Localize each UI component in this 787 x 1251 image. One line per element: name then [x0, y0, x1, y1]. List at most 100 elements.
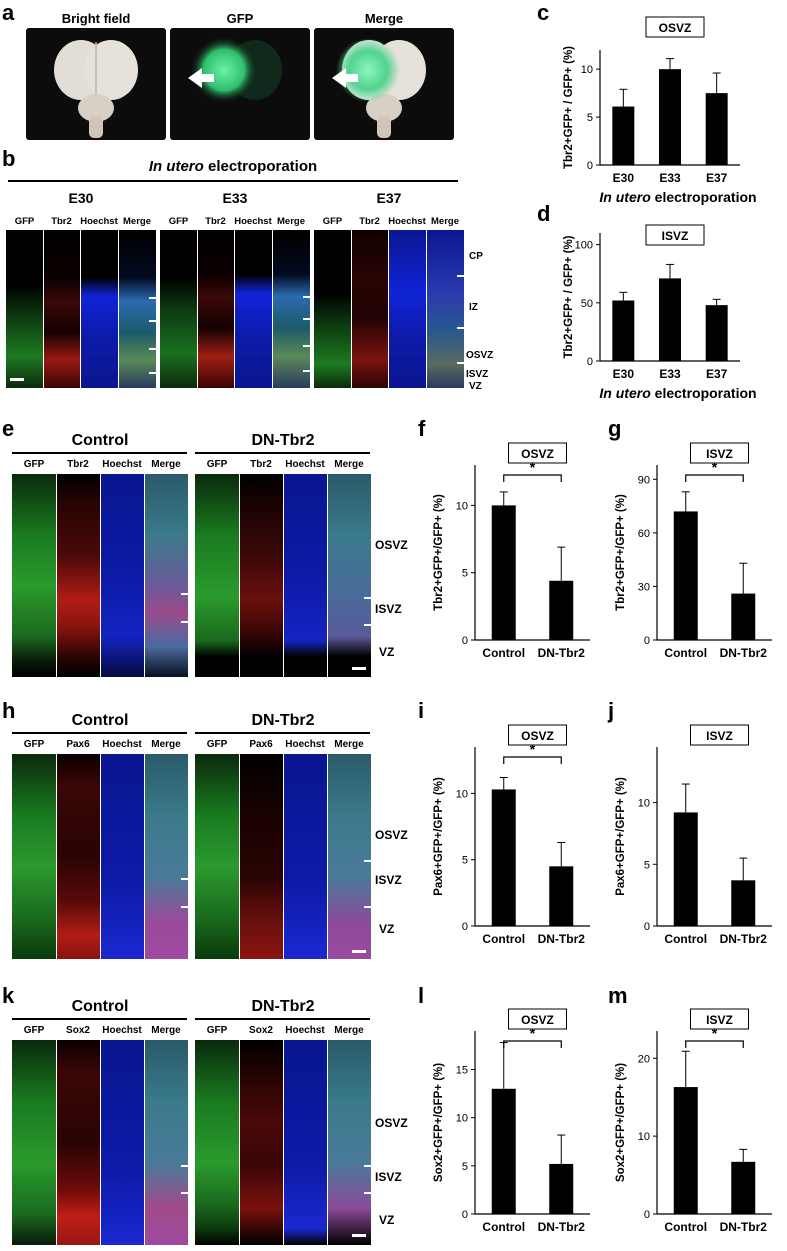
y-tick-label: 30: [638, 581, 650, 593]
y-tick-label: 20: [638, 1053, 650, 1065]
y-tick-label: 10: [456, 500, 468, 512]
h-dn-merge-image: [327, 754, 371, 959]
bar-chart-i: OSVZ 0 5 10 Pax6+GFP+/GFP+ (%) Control DN-Tbr2…: [433, 724, 590, 946]
h-dn-marker: [364, 860, 371, 862]
panel-letter-c: c: [537, 0, 550, 25]
chart-title-box: [508, 1008, 567, 1030]
b-e37-ch-hoechst: Hoechst: [388, 216, 426, 227]
k-zone-vz: VZ: [379, 1213, 395, 1227]
chart-title-box: [508, 442, 567, 464]
panel-b-header: In utero electroporation: [8, 158, 458, 175]
y-tick-label: 0: [462, 635, 468, 647]
x-axis-label: In utero electroporation: [599, 385, 756, 401]
h-control-marker: [181, 878, 188, 880]
b-e30-tbr2-image: [43, 230, 80, 388]
significance-star: *: [712, 1025, 718, 1041]
e-control-tbr2-image: [56, 474, 100, 677]
b-e33-merge-image: [272, 230, 310, 388]
b-e30-ch-gfp: GFP: [14, 216, 35, 227]
h-control-rule: [12, 732, 187, 734]
y-tick-label: 0: [462, 921, 468, 933]
b-e33-tbr2-image: [197, 230, 234, 388]
b-e30-marker: [149, 320, 156, 322]
k-control-rule: [12, 1018, 187, 1020]
chart-title: ISVZ: [662, 229, 689, 243]
b-e37-marker: [457, 275, 464, 277]
bar: [705, 305, 728, 361]
chart-title-box: [690, 1008, 749, 1030]
e-dn-ch-hoechst: Hoechst: [285, 459, 325, 470]
x-tick-label: Control: [482, 646, 525, 660]
y-tick-label: 5: [462, 568, 468, 580]
panel-letter-k: k: [2, 983, 15, 1008]
k-dn-gfp-image: [195, 1040, 239, 1245]
h-control-ch-gfp: GFP: [23, 739, 45, 750]
h-dn-rule: [195, 732, 370, 734]
y-axis-label: Pax6+GFP+/GFP+ (%): [615, 777, 627, 896]
panel-letter-j: j: [608, 698, 615, 723]
bar: [491, 505, 516, 640]
b-zone-iz: IZ: [469, 302, 478, 313]
e-dn-ch-merge: Merge: [334, 459, 364, 470]
chart-title-box: [645, 16, 705, 38]
e-zone-vz: VZ: [379, 645, 395, 659]
y-tick-label: 50: [581, 298, 593, 310]
k-control-ch-gfp: GFP: [23, 1025, 45, 1036]
y-tick-label: 0: [644, 635, 650, 647]
bar-chart-j: ISVZ 0 5 10 Pax6+GFP+/GFP+ (%) Control DN-Tbr2: [615, 724, 772, 946]
b-e37-marker: [457, 327, 464, 329]
k-group-dn-tbr2: DN-Tbr2: [251, 998, 315, 1015]
significance-star: *: [712, 459, 718, 475]
k-control-merge-image: [144, 1040, 188, 1245]
b-scale-bar: [10, 378, 24, 381]
h-zone-osvz: OSVZ: [375, 828, 408, 842]
b-e37-gfp-image: [314, 230, 351, 388]
k-control-gfp-image: [12, 1040, 56, 1245]
e-control-merge-image: [144, 474, 188, 677]
y-tick-label: 10: [638, 1131, 650, 1143]
k-dn-marker: [364, 1165, 371, 1167]
y-tick-label: 0: [644, 921, 650, 933]
chart-title: ISVZ: [706, 1013, 733, 1027]
bar: [731, 880, 756, 926]
significance-bracket: [685, 1040, 744, 1048]
x-tick-label: E30: [613, 367, 635, 381]
b-e37-merge-image: [426, 230, 464, 388]
panel-a-title-brightfield: Bright field: [61, 11, 131, 26]
bar: [673, 1087, 698, 1214]
b-e33-ch-gfp: GFP: [168, 216, 189, 227]
h-control-ch-pax6: Pax6: [66, 739, 90, 750]
b-zone-osvz: OSVZ: [466, 350, 494, 361]
h-dn-hoechst-image: [283, 754, 327, 959]
bar: [673, 812, 698, 926]
brightfield-brain-photo: [26, 28, 166, 140]
k-dn-ch-hoechst: Hoechst: [285, 1025, 325, 1036]
h-group-dn-tbr2: DN-Tbr2: [251, 712, 315, 729]
e-zone-isvz: ISVZ: [375, 602, 402, 616]
k-control-ch-merge: Merge: [151, 1025, 181, 1036]
e-dn-marker: [364, 624, 371, 626]
x-tick-label: DN-Tbr2: [538, 1220, 586, 1234]
y-tick-label: 100: [575, 240, 593, 252]
chart-title: OSVZ: [521, 447, 554, 461]
panel-letter-f: f: [418, 416, 426, 441]
b-e33-marker: [303, 296, 310, 298]
b-e33-ch-hoechst: Hoechst: [234, 216, 272, 227]
gfp-brain-photo: [170, 28, 310, 140]
panel-b-header-rest: electroporation: [203, 158, 318, 175]
b-e30-ch-merge: Merge: [123, 216, 151, 227]
e-control-ch-gfp: GFP: [23, 459, 45, 470]
panel-b-group-e30: E30: [68, 190, 94, 206]
k-control-ch-hoechst: Hoechst: [102, 1025, 142, 1036]
bar: [491, 1088, 516, 1214]
significance-bracket: [685, 474, 744, 482]
e-group-dn-tbr2: DN-Tbr2: [251, 432, 315, 449]
k-control-marker: [181, 1165, 188, 1167]
significance-bracket: [503, 1040, 562, 1048]
k-dn-ch-sox2: Sox2: [249, 1025, 273, 1036]
b-e33-ch-merge: Merge: [277, 216, 305, 227]
y-tick-label: 5: [462, 855, 468, 867]
panel-letter-l: l: [418, 983, 425, 1008]
k-dn-ch-merge: Merge: [334, 1025, 364, 1036]
e-group-control: Control: [71, 432, 129, 449]
